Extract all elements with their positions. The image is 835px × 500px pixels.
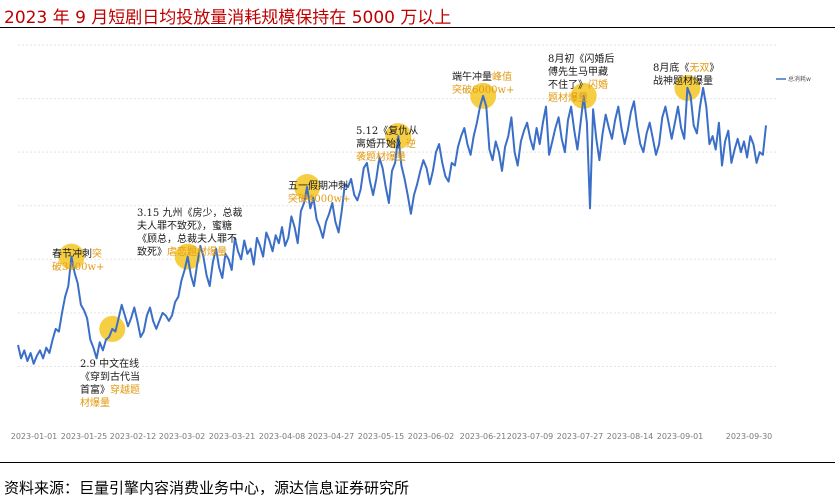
- x-tick-label: 2023-04-27: [308, 432, 355, 441]
- annotation-1: 2.9 中文在线《穿到古代当首富》穿越题材爆量: [80, 357, 140, 409]
- bottom-rule: [0, 462, 835, 463]
- annotation-5: 端午冲量峰值突破6000w+: [452, 70, 514, 96]
- legend: 总消耗w: [776, 75, 811, 83]
- annotation-3: 五一假期冲刺突破4000w+: [288, 179, 350, 205]
- annotation-6: 8月初《闪婚后傅先生马甲藏不住了》闪婚题材爆量: [548, 52, 614, 104]
- x-tick-label: 2023-06-02: [408, 432, 455, 441]
- x-tick-label: 2023-07-27: [557, 432, 604, 441]
- x-tick-label: 2023-01-25: [61, 432, 108, 441]
- annotation-0: 春节冲刺突破3000w+: [52, 247, 104, 273]
- page-title: 2023 年 9 月短剧日均投放量消耗规模保持在 5000 万以上: [4, 8, 452, 28]
- x-tick-label: 2023-09-01: [657, 432, 704, 441]
- x-tick-label: 2023-05-15: [358, 432, 405, 441]
- x-tick-label: 2023-08-14: [607, 432, 654, 441]
- source-note: 资料来源：巨量引擎内容消费业务中心，源达信息证券研究所: [4, 479, 410, 497]
- series-path: [17, 86, 767, 365]
- x-tick-label: 2023-07-09: [507, 432, 554, 441]
- top-rule: [0, 27, 835, 28]
- x-tick-label: 2023-09-30: [726, 432, 773, 441]
- annotations: 春节冲刺突破3000w+ 2.9 中文在线《穿到古代当首富》穿越题材爆量 3.15 …: [52, 52, 719, 409]
- series-line: [17, 86, 767, 365]
- annotation-7: 8月底《无双》战神题材爆量: [653, 61, 719, 87]
- legend-label: 总消耗w: [788, 75, 811, 83]
- x-axis-ticks: 2023-01-01 2023-01-25 2023-02-12 2023-03-02…: [11, 432, 773, 441]
- x-tick-label: 2023-03-02: [159, 432, 206, 441]
- annotation-2: 3.15 九州《房少，总裁夫人罪不致死》，蜜糖《顾总，总裁夫人罪不致死》虐恋题材…: [137, 206, 242, 258]
- x-tick-label: 2023-04-08: [259, 432, 306, 441]
- x-tick-label: 2023-06-21: [460, 432, 507, 441]
- x-tick-label: 2023-01-01: [11, 432, 58, 441]
- x-tick-label: 2023-03-21: [209, 432, 256, 441]
- x-tick-label: 2023-02-12: [110, 432, 157, 441]
- annotation-4: 5.12《复仇从离婚开始》逆袭题材爆量: [356, 124, 418, 163]
